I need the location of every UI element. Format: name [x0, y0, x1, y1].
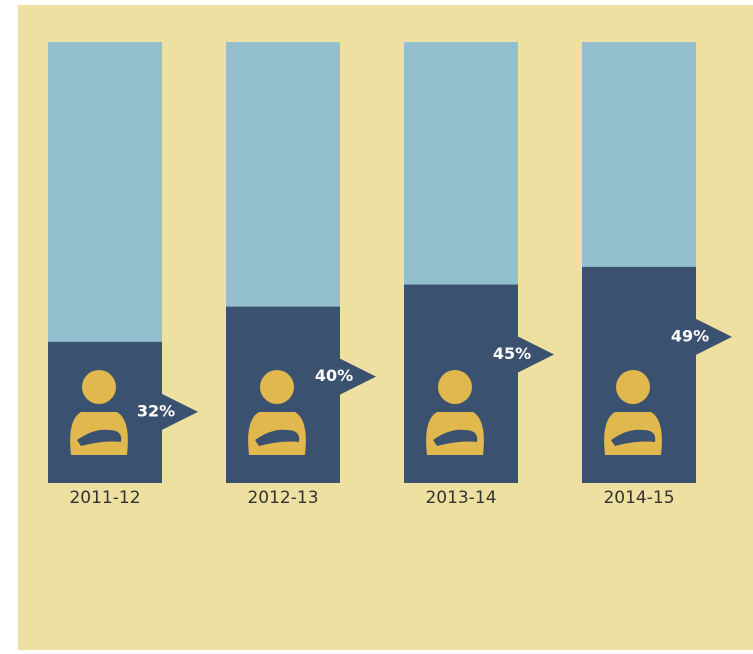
icon-head [616, 370, 650, 404]
icon-head [82, 370, 116, 404]
value-label: 32% [137, 401, 175, 420]
x-tick-label: 2013-14 [425, 488, 496, 508]
value-label: 40% [315, 366, 353, 385]
value-label: 45% [493, 344, 531, 363]
icon-head [260, 370, 294, 404]
icon-head [438, 370, 472, 404]
icon-baby [77, 429, 122, 446]
icon-baby [433, 429, 478, 446]
value-tag [132, 393, 198, 430]
value-tag [666, 318, 732, 355]
x-tick-label: 2014-15 [603, 488, 674, 508]
value-tag [488, 336, 554, 373]
x-tick-label: 2012-13 [247, 488, 318, 508]
value-tag [310, 358, 376, 395]
icon-baby [611, 429, 656, 446]
value-label: 49% [671, 326, 709, 345]
x-tick-label: 2011-12 [69, 488, 140, 508]
icon-baby [255, 429, 300, 446]
